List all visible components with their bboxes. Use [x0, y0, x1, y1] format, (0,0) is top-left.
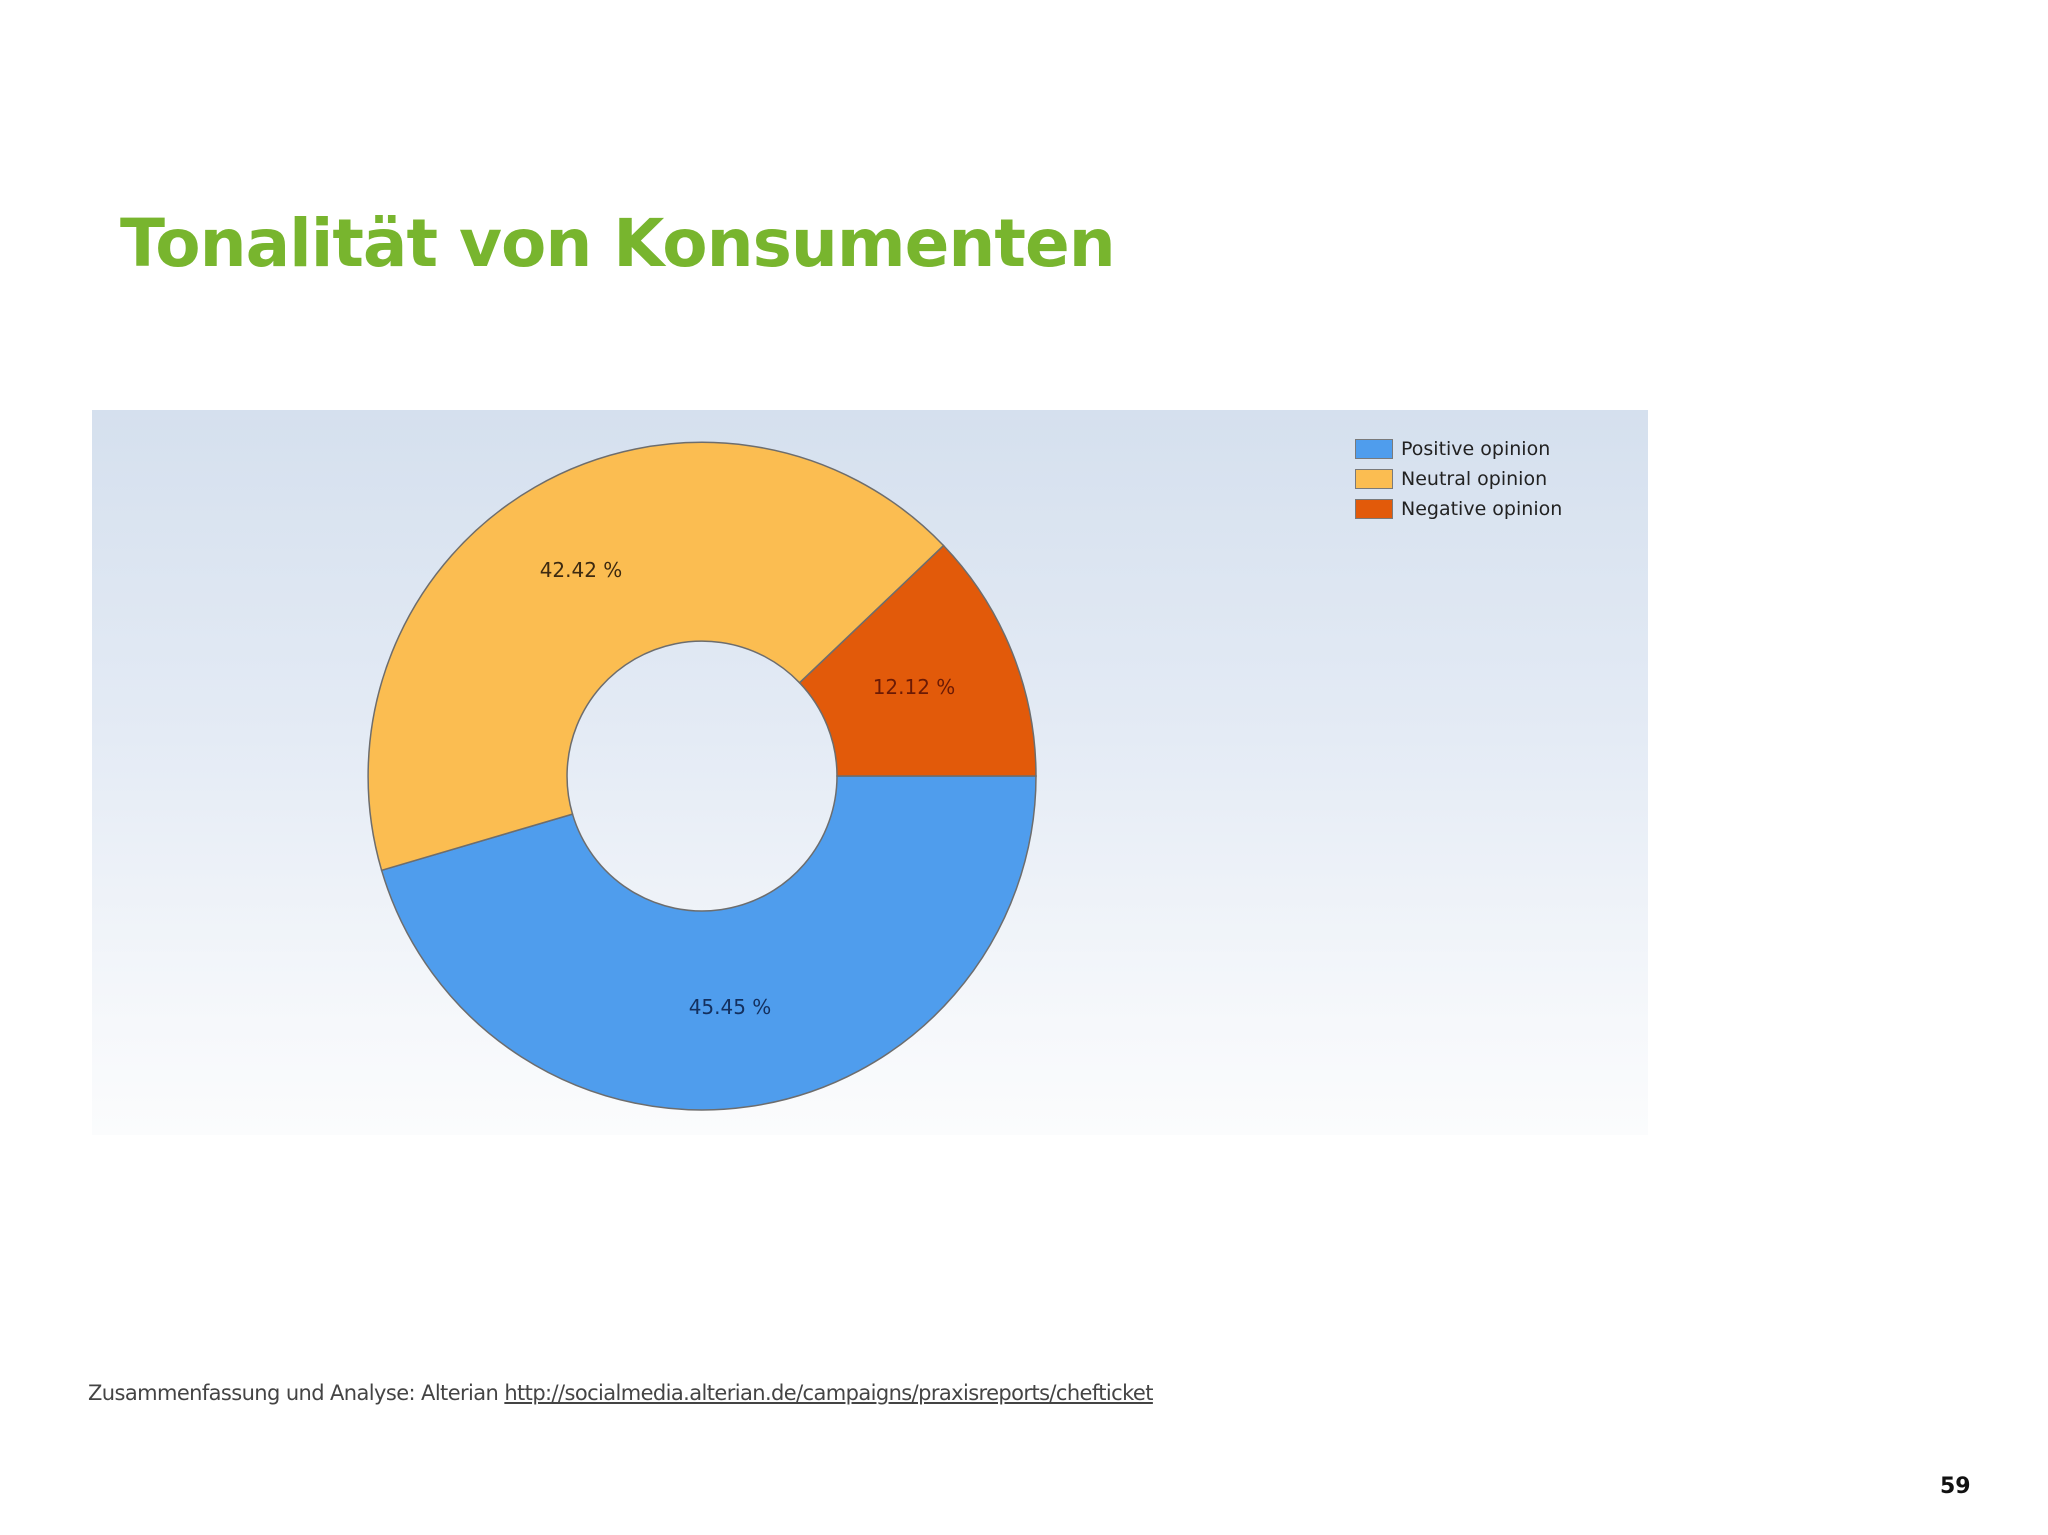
page-number: 59 — [1940, 1474, 1971, 1499]
slice-positive — [380, 775, 1037, 1111]
source-footer: Zusammenfassung und Analyse: Alterian ht… — [88, 1381, 1153, 1405]
donut-chart: 42.42 % 12.12 % 45.45 % — [367, 441, 1037, 1111]
slice-neutral — [367, 441, 945, 872]
chart-legend: Positive opinion Neutral opinion Negativ… — [1355, 434, 1562, 524]
legend-label: Negative opinion — [1401, 498, 1563, 520]
legend-label: Neutral opinion — [1401, 468, 1548, 490]
legend-swatch-positive — [1355, 439, 1393, 459]
legend-item-negative: Negative opinion — [1355, 494, 1562, 524]
source-prefix: Zusammenfassung und Analyse: Alterian — [88, 1381, 499, 1405]
legend-swatch-negative — [1355, 499, 1393, 519]
legend-item-positive: Positive opinion — [1355, 434, 1562, 464]
label-neutral: 42.42 % — [540, 558, 623, 582]
legend-swatch-neutral — [1355, 469, 1393, 489]
legend-label: Positive opinion — [1401, 438, 1551, 460]
slide-title: Tonalität von Konsumenten — [120, 205, 1116, 282]
label-negative: 12.12 % — [873, 675, 956, 699]
label-positive: 45.45 % — [689, 995, 772, 1019]
chart-panel: 42.42 % 12.12 % 45.45 % Positive opinion… — [92, 410, 1648, 1135]
legend-item-neutral: Neutral opinion — [1355, 464, 1562, 494]
slice-negative — [798, 544, 1037, 777]
source-link[interactable]: http://socialmedia.alterian.de/campaigns… — [504, 1381, 1153, 1405]
